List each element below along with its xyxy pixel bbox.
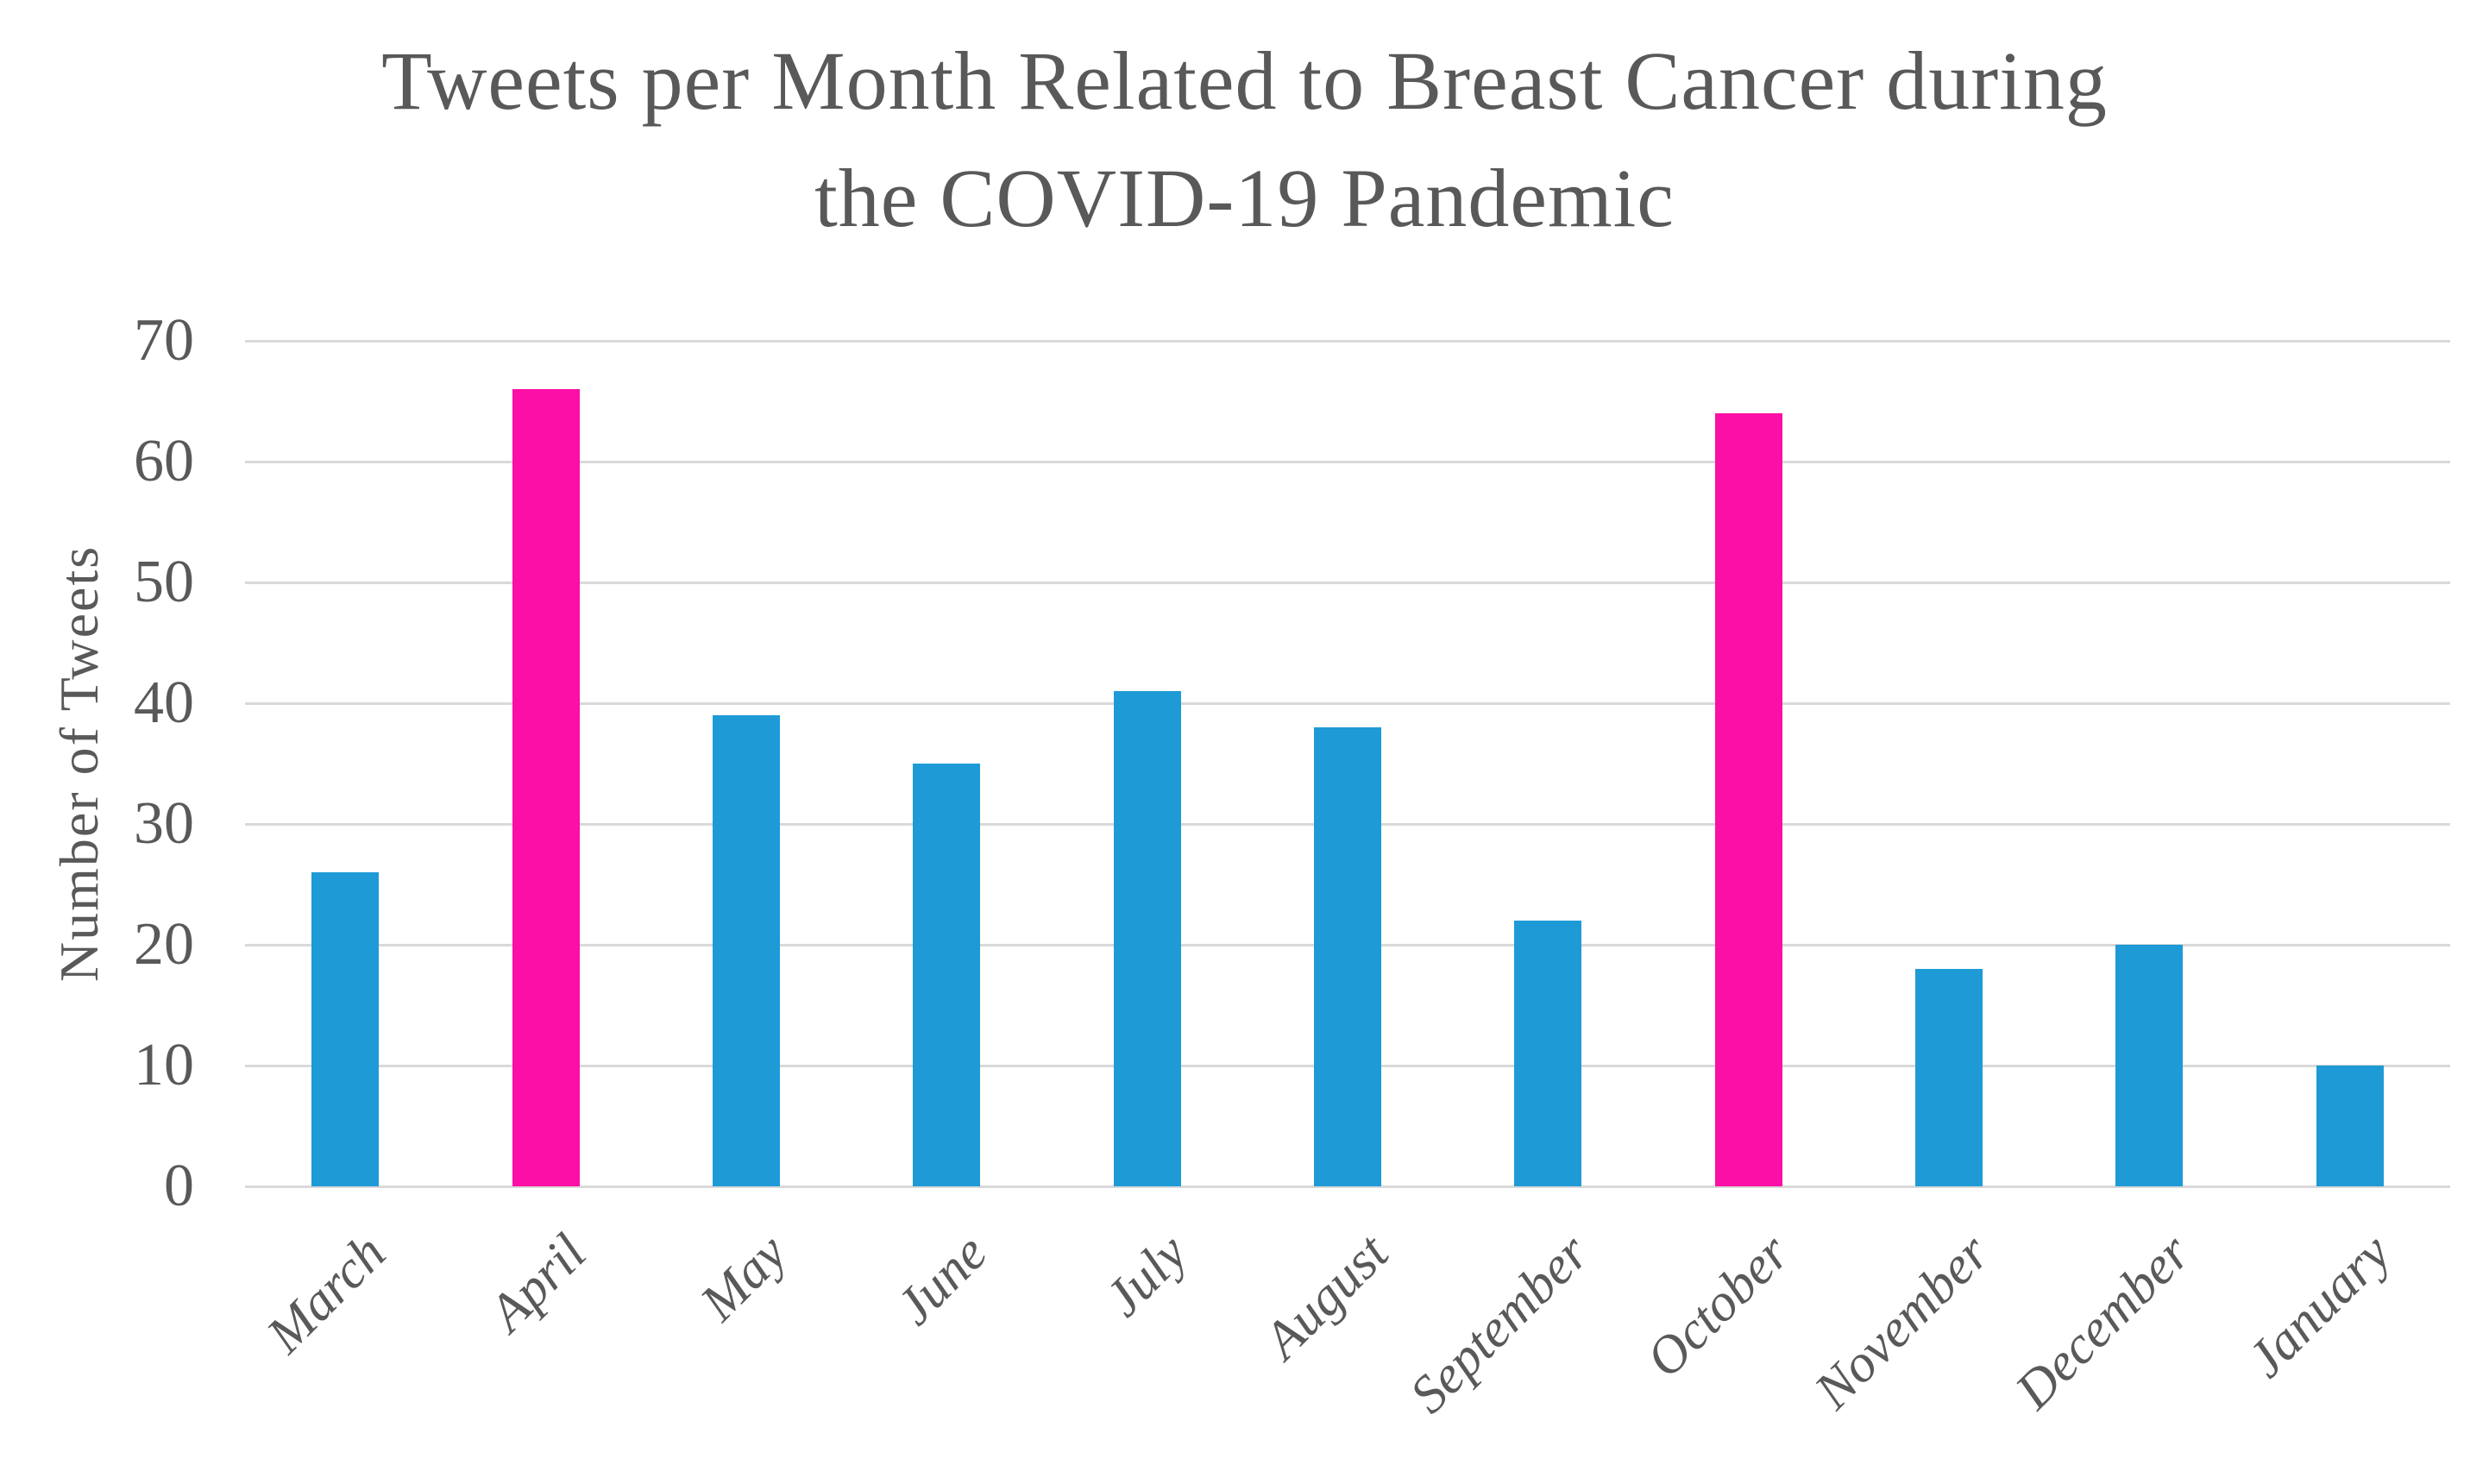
gridline-70 (245, 339, 2450, 343)
x-label-april: April (478, 1223, 598, 1343)
x-label-march: March (255, 1223, 398, 1365)
x-label-october: October (1634, 1223, 1801, 1389)
y-axis-title: Number of Tweets (48, 544, 110, 983)
y-tick-label-60: 60 (134, 428, 194, 494)
gridline-50 (245, 581, 2450, 584)
chart-title-line-2: the COVID-19 Pandemic (814, 152, 1675, 245)
y-tick-label-10: 10 (134, 1032, 194, 1098)
y-tick-label-70: 70 (134, 307, 194, 374)
x-label-january: January (2236, 1223, 2402, 1389)
x-label-december: December (2004, 1223, 2202, 1421)
bar-september (1514, 921, 1582, 1186)
bar-may (712, 715, 780, 1186)
bar-january (2316, 1066, 2384, 1186)
bar-december (2115, 945, 2184, 1186)
x-label-september: September (1398, 1223, 1600, 1425)
x-label-may: May (688, 1223, 798, 1332)
bar-july (1113, 691, 1181, 1186)
bar-october (1714, 413, 1782, 1186)
x-label-july: July (1094, 1223, 1199, 1328)
bar-june (913, 764, 981, 1186)
gridline-60 (245, 460, 2450, 463)
gridline-0 (245, 1185, 2450, 1188)
plot-area (245, 339, 2450, 1188)
gridline-40 (245, 701, 2450, 705)
y-tick-label-0: 0 (164, 1153, 194, 1219)
chart-title-line-1: Tweets per Month Related to Breast Cance… (381, 35, 2108, 127)
bar-august (1314, 727, 1381, 1186)
x-label-august: August (1253, 1223, 1399, 1370)
chart-title: Tweets per Month Related to Breast Cance… (0, 22, 2489, 258)
x-label-november: November (1803, 1223, 2002, 1421)
bar-april (512, 389, 580, 1186)
bar-march (311, 872, 380, 1186)
bar-november (1915, 969, 1983, 1186)
x-label-june: June (885, 1223, 999, 1336)
